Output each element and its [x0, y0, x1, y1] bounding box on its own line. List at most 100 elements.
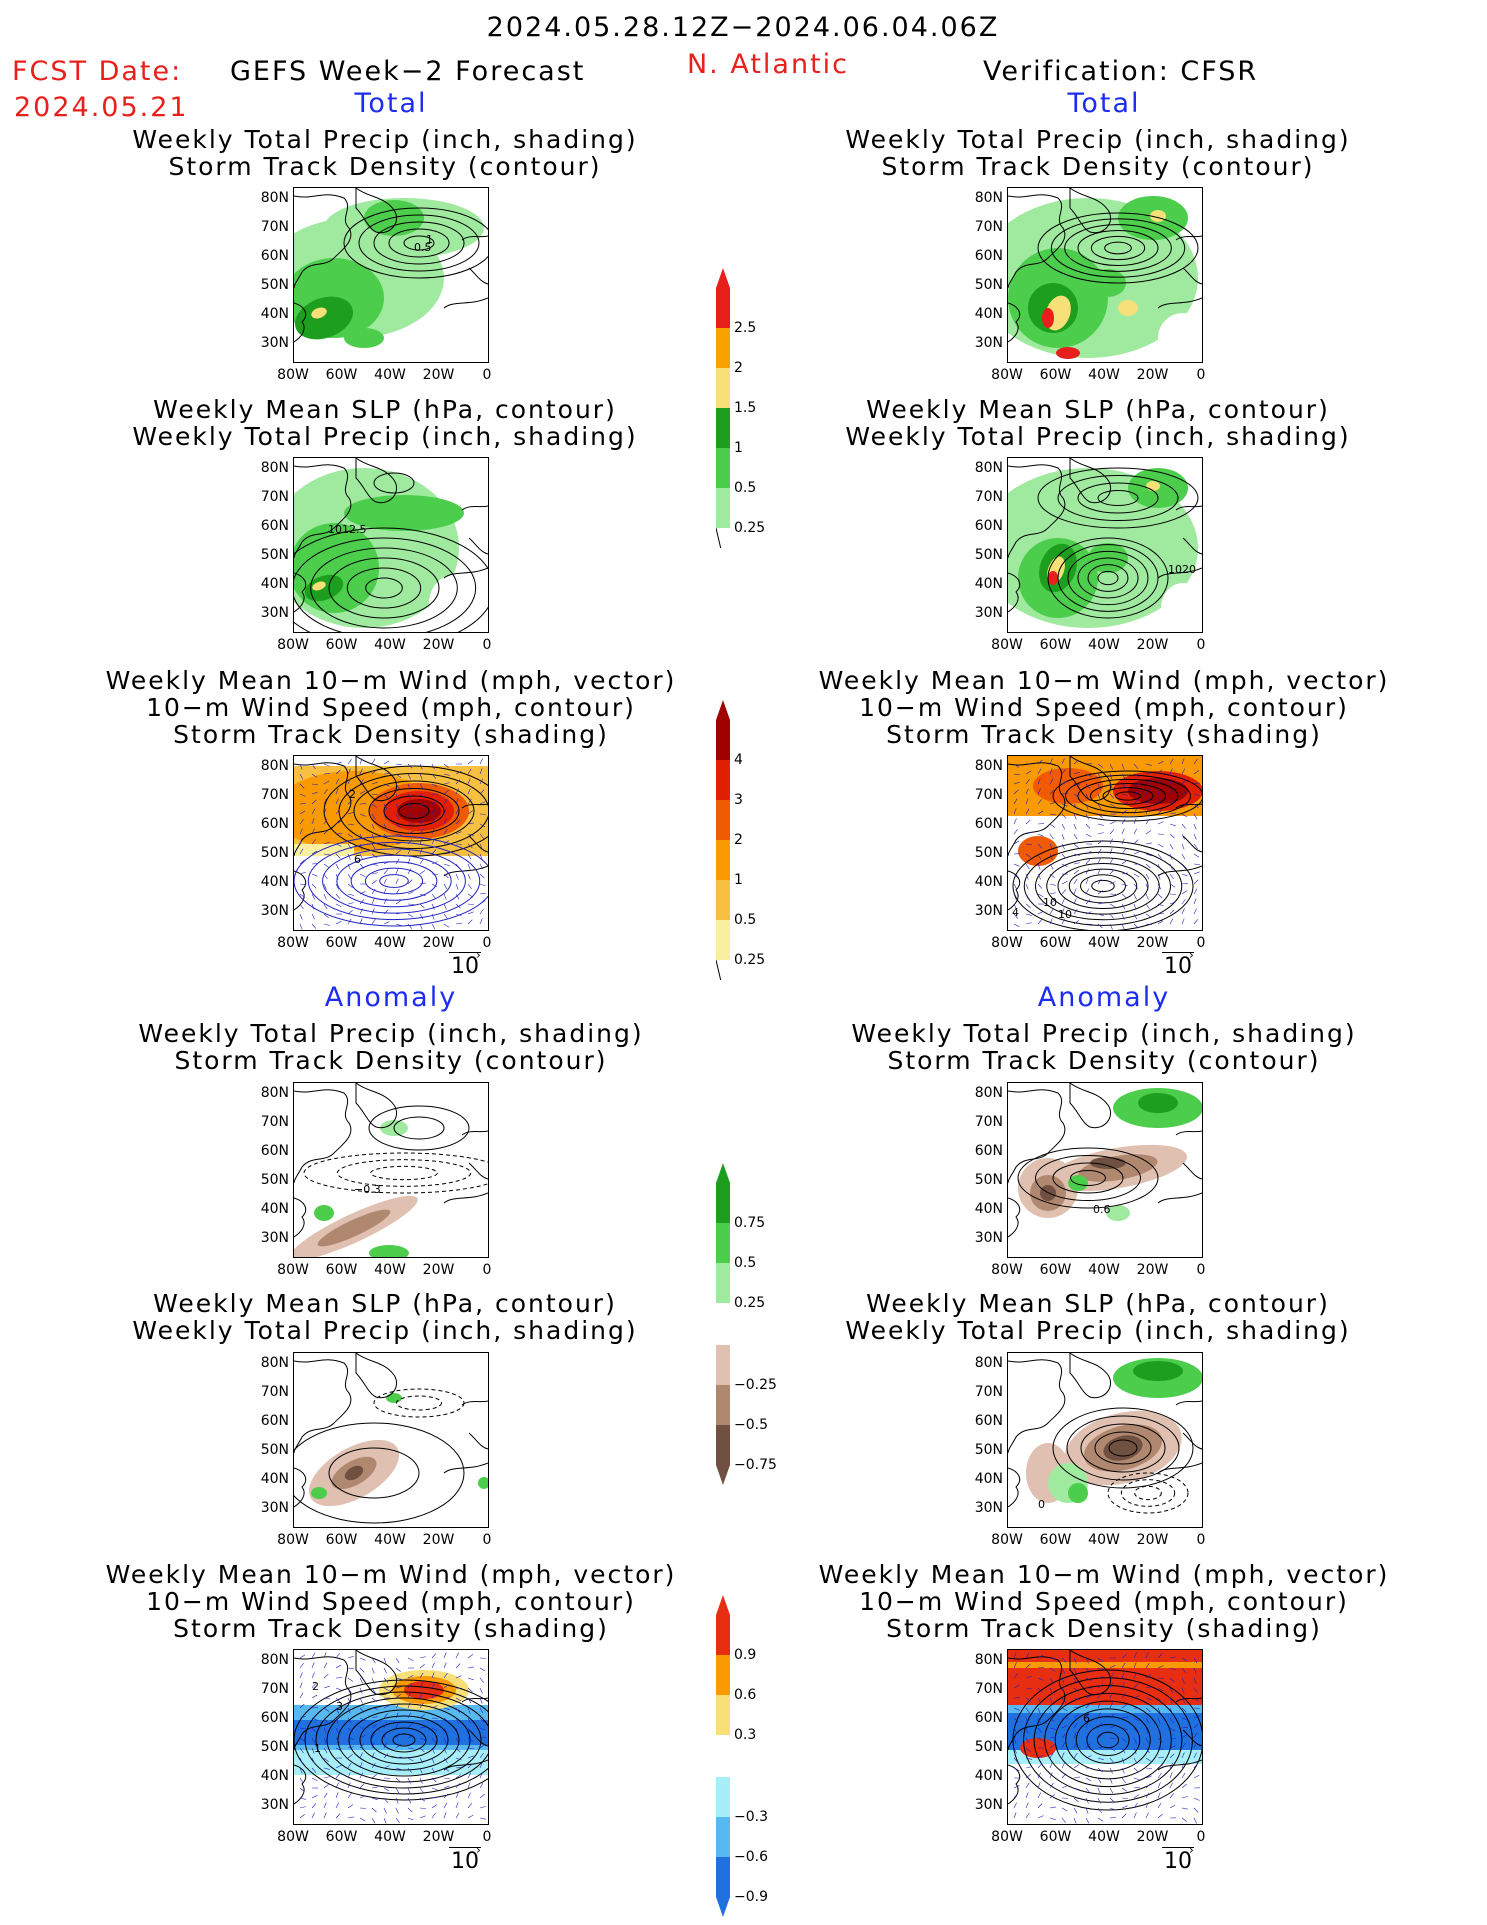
lon-tick-label: 20W — [422, 1262, 455, 1278]
lon-tick-label: 80W — [277, 367, 309, 383]
colorbar-label: −0.25 — [734, 1377, 777, 1393]
colorbar-segment — [716, 1695, 730, 1735]
model-title: GEFS Week−2 Forecast — [230, 56, 586, 87]
colorbar-segment — [716, 1615, 730, 1655]
map-anom-fc-wind: 2 1 3 — [293, 1649, 489, 1825]
contour-label: −0.3 — [354, 1183, 381, 1196]
lon-tick-label: 20W — [1136, 935, 1169, 951]
lat-tick-label: 40N — [974, 306, 1003, 322]
lat-tick-label: 50N — [974, 1739, 1003, 1755]
title-fc-wind: Weekly Mean 10−m Wind (mph, vector) 10−m … — [105, 666, 677, 749]
lat-tick-label: 40N — [260, 1201, 289, 1217]
lon-tick-label: 80W — [991, 935, 1023, 951]
lat-tick-label: 70N — [974, 1114, 1003, 1130]
lon-tick-label: 40W — [374, 367, 406, 383]
colorbar-label: 0.25 — [734, 520, 765, 536]
fcst-date-label: FCST Date: — [12, 56, 183, 87]
lat-tick-label: 30N — [260, 335, 289, 351]
colorbar-label: 0.6 — [734, 1687, 756, 1703]
colorbar-segment — [716, 1263, 730, 1303]
colorbar-label: 1 — [734, 440, 743, 456]
lat-tick-label: 70N — [974, 1681, 1003, 1697]
lat-tick-label: 40N — [260, 576, 289, 592]
colorbar-segment — [716, 720, 730, 760]
lon-tick-label: 60W — [325, 1829, 358, 1845]
lat-tick-label: 30N — [260, 1230, 289, 1246]
lat-tick-label: 40N — [974, 1471, 1003, 1487]
lat-tick-label: 80N — [974, 758, 1003, 774]
title-anom-fc-wind: Weekly Mean 10−m Wind (mph, vector) 10−m … — [105, 1560, 677, 1643]
lon-tick-label: 60W — [325, 367, 358, 383]
colorbar-segment — [716, 488, 730, 528]
lat-tick-label: 50N — [974, 547, 1003, 563]
map-anom-fc-slp-precip — [293, 1352, 489, 1528]
title-fc-slp-precip: Weekly Mean SLP (hPa, contour) Weekly Tot… — [132, 395, 638, 451]
lon-tick-label: 0 — [1196, 637, 1206, 653]
colorbar-segment — [716, 1817, 730, 1857]
colorbar-label: 0.75 — [734, 1215, 765, 1231]
lat-tick-label: 80N — [260, 1355, 289, 1371]
colorbar-label: 0.25 — [734, 1295, 765, 1311]
lon-tick-label: 60W — [325, 935, 358, 951]
colorbar-label: −0.9 — [734, 1889, 768, 1905]
section-anomaly-right: Anomaly — [1037, 982, 1171, 1013]
colorbar-segment — [716, 1385, 730, 1425]
lon-tick-label: 20W — [422, 367, 455, 383]
lon-tick-label: 40W — [1088, 1532, 1120, 1548]
lon-tick-label: 40W — [374, 1262, 406, 1278]
title-ver-slp-precip: Weekly Mean SLP (hPa, contour) Weekly Tot… — [845, 395, 1351, 451]
lat-tick-label: 60N — [974, 1413, 1003, 1429]
lat-tick-label: 70N — [974, 1384, 1003, 1400]
colorbar-segment — [716, 288, 730, 328]
lat-tick-label: 30N — [974, 1230, 1003, 1246]
lat-tick-label: 30N — [974, 335, 1003, 351]
lat-tick-label: 80N — [260, 1085, 289, 1101]
lon-tick-label: 20W — [1136, 1532, 1169, 1548]
lon-tick-label: 0 — [1196, 935, 1206, 951]
lat-tick-label: 60N — [260, 1143, 289, 1159]
title-anom-fc-precip-track: Weekly Total Precip (inch, shading) Storm… — [138, 1019, 644, 1075]
lat-tick-label: 40N — [260, 874, 289, 890]
colorbar-segment — [716, 920, 730, 960]
lat-tick-label: 50N — [974, 1442, 1003, 1458]
contour-label: 2 — [312, 1680, 319, 1693]
contour-label: 3 — [336, 1700, 343, 1713]
colorbar-label: 2 — [734, 832, 743, 848]
lat-tick-label: 50N — [260, 277, 289, 293]
lat-tick-label: 40N — [260, 306, 289, 322]
lat-tick-label: 80N — [260, 190, 289, 206]
lon-tick-label: 40W — [1088, 1829, 1120, 1845]
lat-tick-label: 30N — [974, 605, 1003, 621]
lat-tick-label: 80N — [974, 1085, 1003, 1101]
lon-tick-label: 20W — [1136, 1829, 1169, 1845]
lon-tick-label: 80W — [991, 637, 1023, 653]
contour-label: 1 — [314, 1742, 321, 1755]
lat-tick-label: 30N — [974, 903, 1003, 919]
section-anomaly-left: Anomaly — [324, 982, 458, 1013]
lat-tick-label: 40N — [974, 1201, 1003, 1217]
contour-label: 10 — [1058, 908, 1072, 921]
lon-tick-label: 0 — [1196, 1829, 1206, 1845]
lat-tick-label: 60N — [974, 1710, 1003, 1726]
contour-label: 10 — [1043, 896, 1057, 909]
lat-tick-label: 50N — [974, 845, 1003, 861]
colorbar-segment — [716, 800, 730, 840]
lon-tick-label: 60W — [1039, 1532, 1072, 1548]
lat-tick-label: 80N — [974, 190, 1003, 206]
colorbar-segment — [716, 1223, 730, 1263]
lat-tick-label: 30N — [974, 1797, 1003, 1813]
region-title: N. Atlantic — [686, 49, 850, 80]
lon-tick-label: 80W — [277, 1829, 309, 1845]
map-anom-ver-slp-precip: 0 — [1007, 1352, 1203, 1528]
lat-tick-label: 70N — [974, 219, 1003, 235]
title-ver-precip-track: Weekly Total Precip (inch, shading) Storm… — [845, 125, 1351, 181]
lat-tick-label: 30N — [260, 1797, 289, 1813]
colorbar-label: 4 — [734, 752, 743, 768]
colorbar-segment — [716, 408, 730, 448]
colorbar-segment — [716, 1183, 730, 1223]
colorbar-label: −0.3 — [734, 1809, 768, 1825]
lon-tick-label: 60W — [1039, 1262, 1072, 1278]
map-fc-slp-precip: 1012.5 — [293, 457, 489, 633]
lat-tick-label: 60N — [260, 518, 289, 534]
